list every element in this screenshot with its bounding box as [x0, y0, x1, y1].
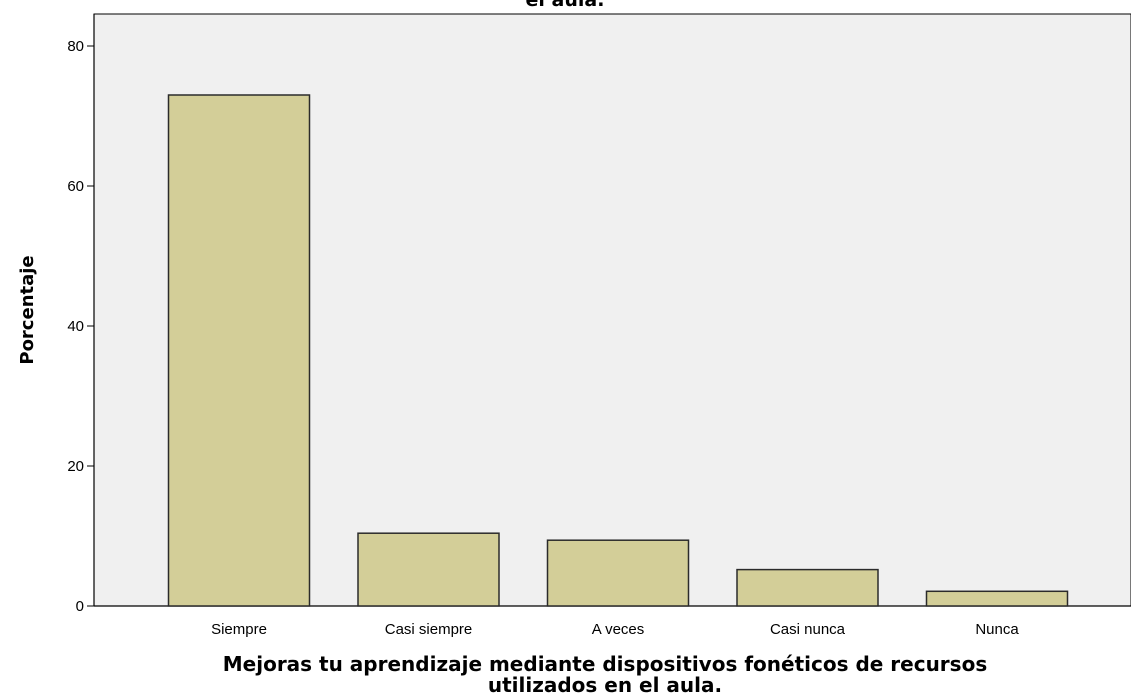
x-tick-label: Casi nunca — [770, 621, 846, 638]
y-tick-label: 80 — [67, 38, 84, 55]
x-tick-label: Casi siempre — [385, 621, 473, 638]
bar-casi-nunca — [736, 568, 879, 607]
y-tick-label: 20 — [67, 458, 84, 475]
bar-casi-siempre — [357, 532, 500, 607]
bar-siempre — [167, 94, 311, 607]
y-tick-label: 40 — [67, 318, 84, 335]
x-tick-label: Nunca — [975, 621, 1019, 638]
x-axis-title-line2: utilizados en el aula. — [488, 673, 722, 697]
bar-a-veces — [546, 539, 690, 607]
x-tick-label: Siempre — [211, 621, 267, 638]
chart-title: el aula. — [526, 0, 605, 11]
x-axis-title-line1: Mejoras tu aprendizaje mediante disposit… — [223, 652, 987, 676]
x-tick-labels: Siempre Casi siempre A veces Casi nunca Nunc… — [211, 621, 1019, 638]
bars-group — [167, 94, 1069, 607]
y-axis-title: Porcentaje — [17, 255, 38, 364]
y-tick-label: 60 — [67, 178, 84, 195]
x-tick-label: A veces — [592, 621, 645, 638]
y-tick-label: 0 — [76, 598, 84, 615]
bar-nunca — [925, 590, 1069, 607]
